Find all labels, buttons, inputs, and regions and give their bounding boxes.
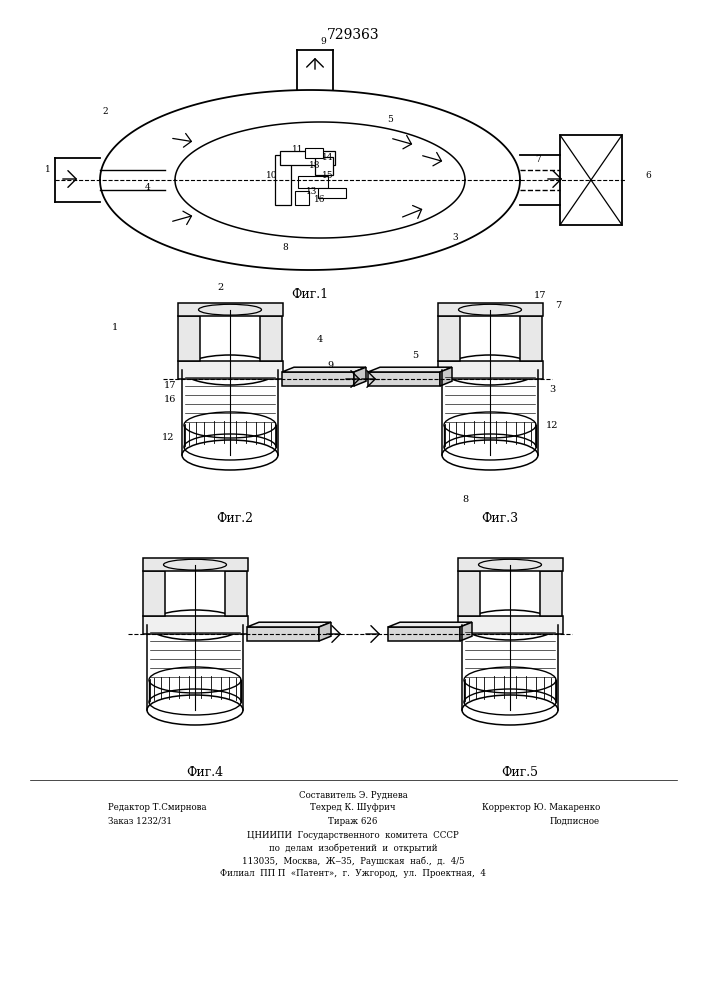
Text: 3: 3 [549,385,555,394]
Text: 5: 5 [412,351,418,360]
Text: 5: 5 [387,115,393,124]
Text: Составитель Э. Руднева: Составитель Э. Руднева [298,790,407,800]
Ellipse shape [184,412,276,438]
Bar [247,627,319,641]
Text: 9: 9 [327,360,333,369]
Text: 4: 4 [317,336,323,344]
Polygon shape [388,622,472,627]
Text: 12: 12 [162,434,174,442]
Text: 3: 3 [452,233,458,242]
Bar [318,188,346,198]
Text: 16: 16 [314,196,326,205]
Bar [438,303,543,316]
Bar [225,571,247,616]
Bar [560,135,622,225]
Bar [540,571,562,616]
Bar [368,372,440,386]
Bar [143,558,248,571]
Text: 1: 1 [45,165,51,174]
Text: 8: 8 [282,243,288,252]
Text: 13: 13 [306,188,317,196]
Text: 729363: 729363 [327,28,380,42]
Bar [275,155,291,205]
Bar [458,558,563,571]
Bar [143,616,248,634]
Text: Корректор Ю. Макаренко: Корректор Ю. Макаренко [481,804,600,812]
Text: 15: 15 [322,170,334,180]
Text: 18: 18 [309,160,321,169]
Text: Фиг.4: Фиг.4 [187,766,223,780]
Polygon shape [460,622,472,641]
Bar [458,571,480,616]
Text: 12: 12 [546,420,559,430]
Ellipse shape [464,667,556,693]
Text: Фиг.1: Фиг.1 [291,288,329,302]
Text: ЦНИИПИ  Государственного  комитета  СССР: ЦНИИПИ Государственного комитета СССР [247,830,459,840]
Bar [438,361,543,379]
Text: 17: 17 [164,380,176,389]
Bar [438,316,460,361]
Text: по  делам  изобретений  и  открытий: по делам изобретений и открытий [269,843,437,853]
Bar [178,316,200,361]
Bar [282,372,354,386]
Text: Тираж 626: Тираж 626 [328,816,378,826]
Text: Фиг.3: Фиг.3 [481,512,518,524]
Text: 8: 8 [462,495,468,504]
Text: 17: 17 [534,290,547,300]
Bar [388,627,460,641]
Polygon shape [247,622,331,627]
Bar [280,151,335,165]
Bar [178,303,283,316]
Bar [295,191,309,205]
Text: Филиал  ПП П  «Патент»,  г.  Ужгород,  ул.  Проектная,  4: Филиал ПП П «Патент», г. Ужгород, ул. Пр… [220,869,486,879]
Text: 7: 7 [535,155,541,164]
Text: 10: 10 [267,170,278,180]
Bar [315,157,333,175]
Text: 113035,  Москва,  Ж‒35,  Раушская  наб.,  д.  4/5: 113035, Москва, Ж‒35, Раушская наб., д. … [242,856,464,866]
Text: 6: 6 [645,170,651,180]
Bar [520,316,542,361]
Bar [298,176,328,188]
Text: Техред К. Шуфрич: Техред К. Шуфрич [310,804,396,812]
Bar [260,316,282,361]
Text: 4: 4 [145,184,151,192]
Bar [458,616,563,634]
Text: 14: 14 [322,153,334,162]
Polygon shape [282,367,366,372]
Text: 16: 16 [164,395,176,404]
Text: 2: 2 [217,284,223,292]
Text: Подписное: Подписное [550,816,600,826]
Polygon shape [368,367,452,372]
Bar [305,148,323,158]
Text: 1: 1 [112,324,118,332]
Text: 7: 7 [555,300,561,310]
Polygon shape [440,367,452,386]
Ellipse shape [444,412,536,438]
Polygon shape [319,622,331,641]
Text: 11: 11 [292,145,304,154]
Text: Заказ 1232/31: Заказ 1232/31 [108,816,172,826]
Text: Фиг.5: Фиг.5 [501,766,539,780]
Text: 2: 2 [103,107,107,116]
Text: 9: 9 [320,37,326,46]
Bar [178,361,283,379]
Ellipse shape [149,667,241,693]
Text: Редактор Т.Смирнова: Редактор Т.Смирнова [108,804,206,812]
Bar [143,571,165,616]
Text: Фиг.2: Фиг.2 [216,512,254,524]
Polygon shape [354,367,366,386]
